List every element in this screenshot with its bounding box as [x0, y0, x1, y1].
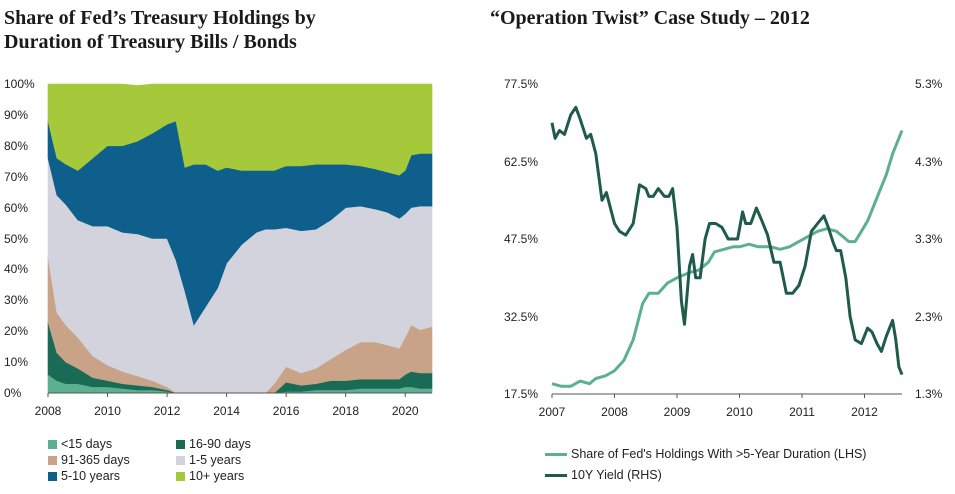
legend-item-yield: 10Y Yield (RHS)	[545, 468, 662, 482]
left-x-tick-label: 2020	[391, 404, 419, 418]
right-x-tick-label: 2008	[601, 405, 628, 419]
left-y-tick-label: 20%	[4, 324, 29, 339]
right-x-tick-label: 2010	[726, 405, 753, 419]
legend-item-5-10y: 5-10 years	[48, 469, 120, 483]
area-10-years	[47, 83, 433, 176]
left-x-tick-label: 2014	[213, 404, 240, 418]
left-y-tick-label: 70%	[4, 169, 29, 184]
left-y-tick-label: 40%	[4, 262, 29, 277]
right-y-right-tick-label: 4.3%	[915, 154, 943, 169]
left-x-tick-label: 2008	[34, 404, 62, 418]
right-x-tick-label: 2009	[663, 405, 691, 419]
legend-swatch-icon	[48, 471, 57, 481]
left-x-tick-label: 2010	[94, 404, 121, 418]
right-x-tick-label: 2011	[789, 405, 815, 419]
left-title-line2: Duration of Treasury Bills / Bonds	[4, 31, 297, 53]
left-y-tick-label: 80%	[4, 138, 29, 153]
left-y-tick-label: 50%	[4, 231, 29, 246]
left-x-tick-label: 2016	[272, 404, 300, 418]
left-title-line1: Share of Fed’s Treasury Holdings by	[4, 7, 316, 29]
legend-label: Share of Fed's Holdings With >5-Year Dur…	[571, 447, 867, 461]
left-y-tick-label: 30%	[4, 293, 29, 308]
right-y-right-tick-label: 1.3%	[915, 387, 943, 401]
series-line-fed-share	[551, 129, 904, 388]
right-y-right-tick-label: 3.3%	[915, 232, 943, 246]
right-y-right-tick-label: 2.3%	[915, 309, 943, 324]
legend-line-icon	[545, 452, 567, 456]
left-x-tick-label: 2012	[153, 404, 181, 418]
legend-swatch-icon	[176, 455, 185, 465]
legend-label: <15 days	[61, 437, 113, 451]
right-y-left-tick-label: 77.5%	[503, 77, 538, 91]
left-y-tick-label: 0%	[4, 386, 22, 400]
legend-item-10plus: 10+ years	[176, 469, 244, 483]
legend-label: 16-90 days	[189, 437, 251, 451]
series-line-10y-yield	[550, 105, 904, 376]
right-y-left-tick-label: 47.5%	[503, 232, 538, 246]
right-x-tick-label: 2012	[851, 405, 878, 419]
right-axes	[551, 393, 902, 398]
legend-label: 10Y Yield (RHS)	[571, 468, 662, 482]
legend-label: 5-10 years	[61, 469, 121, 483]
left-y-tick-label: 90%	[4, 107, 29, 122]
legend-label: 1-5 years	[189, 453, 242, 467]
legend-item-16-90: 16-90 days	[176, 437, 251, 451]
legend-swatch-icon	[48, 455, 57, 465]
right-x-tick-label: 2007	[538, 405, 566, 419]
left-x-tick-label: 2018	[332, 404, 360, 418]
left-axes	[47, 392, 432, 397]
legend-item-1-5y: 1-5 years	[176, 453, 241, 467]
right-chart-title: “Operation Twist” Case Study – 2012	[490, 7, 810, 29]
left-y-tick-label: 100%	[4, 77, 35, 91]
left-y-tick-label: 10%	[4, 355, 29, 370]
legend-swatch-icon	[176, 439, 185, 449]
legend-swatch-icon	[48, 439, 57, 449]
left-area-chart	[47, 83, 433, 394]
legend-label: 10+ years	[189, 469, 245, 483]
right-y-left-tick-label: 32.5%	[503, 309, 538, 324]
legend-item-lt15: <15 days	[48, 437, 112, 451]
left-chart-title: Share of Fed’s Treasury Holdings by Dura…	[4, 6, 424, 54]
legend-line-icon	[545, 473, 567, 477]
legend-item-share: Share of Fed's Holdings With >5-Year Dur…	[545, 447, 866, 461]
legend-item-91-365: 91-365 days	[48, 453, 130, 467]
right-y-left-tick-label: 17.5%	[503, 387, 538, 401]
legend-swatch-icon	[176, 471, 185, 481]
legend-label: 91-365 days	[61, 453, 130, 467]
left-y-tick-label: 60%	[4, 200, 29, 215]
right-y-right-tick-label: 5.3%	[915, 77, 943, 91]
right-y-left-tick-label: 62.5%	[503, 154, 538, 169]
right-line-chart	[550, 105, 904, 388]
